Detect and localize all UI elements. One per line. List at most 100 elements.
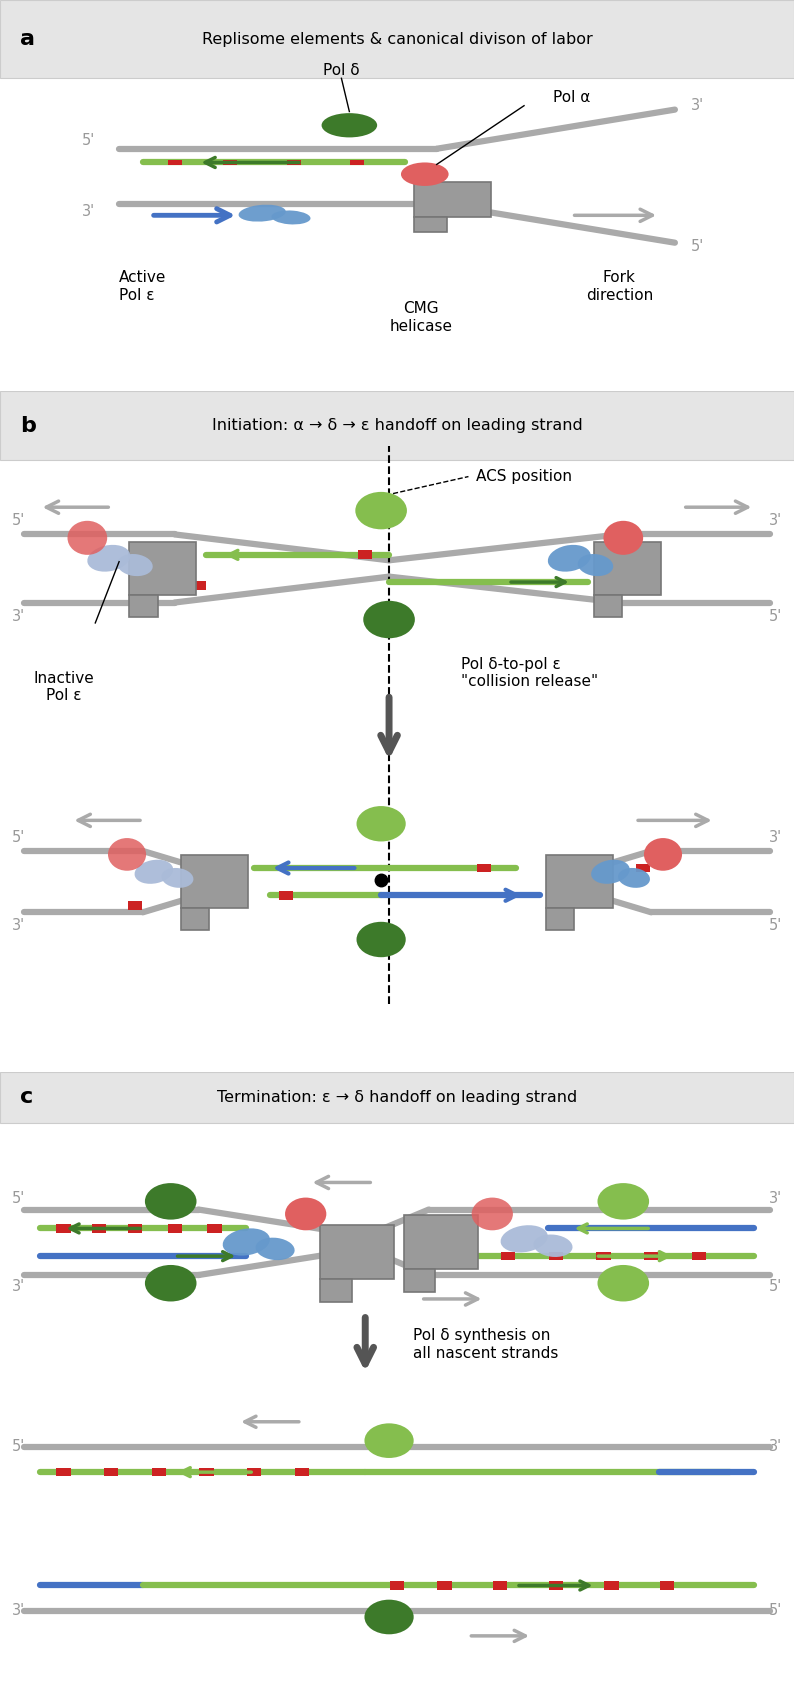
FancyBboxPatch shape	[403, 1270, 435, 1292]
FancyBboxPatch shape	[56, 1469, 71, 1476]
Text: 5': 5'	[12, 1440, 25, 1455]
Ellipse shape	[597, 1265, 649, 1302]
FancyBboxPatch shape	[414, 218, 447, 231]
Ellipse shape	[238, 204, 286, 221]
FancyBboxPatch shape	[594, 541, 661, 596]
Text: ACS position: ACS position	[476, 470, 572, 483]
Text: b: b	[20, 415, 36, 436]
FancyBboxPatch shape	[403, 1215, 478, 1270]
Text: Termination: ε → δ handoff on leading strand: Termination: ε → δ handoff on leading st…	[217, 1089, 577, 1105]
Text: 3': 3'	[769, 831, 782, 844]
FancyBboxPatch shape	[546, 909, 574, 931]
Ellipse shape	[401, 162, 449, 186]
Ellipse shape	[108, 837, 146, 871]
FancyBboxPatch shape	[152, 1469, 166, 1476]
FancyBboxPatch shape	[644, 1253, 658, 1259]
FancyBboxPatch shape	[168, 1224, 182, 1232]
Ellipse shape	[118, 555, 152, 575]
FancyBboxPatch shape	[128, 1224, 142, 1232]
Text: 5': 5'	[12, 1191, 25, 1205]
Text: 5': 5'	[82, 133, 95, 148]
Ellipse shape	[356, 492, 407, 529]
Text: Fork
direction: Fork direction	[586, 271, 653, 303]
Ellipse shape	[272, 211, 310, 225]
FancyBboxPatch shape	[604, 1581, 619, 1590]
FancyBboxPatch shape	[501, 1253, 515, 1259]
Ellipse shape	[134, 860, 173, 883]
Text: 3': 3'	[12, 609, 25, 623]
FancyBboxPatch shape	[279, 890, 293, 900]
Text: a: a	[20, 29, 35, 49]
Ellipse shape	[500, 1225, 548, 1253]
FancyBboxPatch shape	[0, 0, 794, 78]
Text: 5': 5'	[769, 609, 782, 623]
FancyBboxPatch shape	[207, 1224, 222, 1232]
FancyBboxPatch shape	[223, 160, 237, 165]
Ellipse shape	[578, 555, 613, 575]
Ellipse shape	[161, 868, 194, 888]
Ellipse shape	[364, 601, 415, 638]
Text: Pol δ synthesis on
all nascent strands: Pol δ synthesis on all nascent strands	[413, 1328, 558, 1360]
Text: 3': 3'	[82, 204, 95, 220]
Ellipse shape	[145, 1183, 197, 1220]
Ellipse shape	[603, 521, 643, 555]
FancyBboxPatch shape	[129, 596, 157, 618]
Ellipse shape	[618, 868, 650, 888]
Text: 3': 3'	[769, 1191, 782, 1205]
Text: Active
Pol ε: Active Pol ε	[119, 271, 167, 303]
Text: 3': 3'	[12, 1603, 25, 1619]
Ellipse shape	[285, 1198, 326, 1231]
Text: 3': 3'	[769, 514, 782, 528]
FancyBboxPatch shape	[437, 1581, 452, 1590]
FancyBboxPatch shape	[104, 1469, 118, 1476]
Ellipse shape	[357, 922, 406, 957]
FancyBboxPatch shape	[247, 1469, 261, 1476]
FancyBboxPatch shape	[636, 863, 650, 873]
Ellipse shape	[591, 860, 630, 883]
FancyBboxPatch shape	[692, 1253, 706, 1259]
Text: Pol δ: Pol δ	[323, 63, 360, 78]
Ellipse shape	[472, 1198, 513, 1231]
Text: 5': 5'	[769, 919, 782, 933]
Text: Inactive
Pol ε: Inactive Pol ε	[33, 671, 94, 703]
FancyBboxPatch shape	[546, 854, 613, 909]
FancyBboxPatch shape	[320, 1224, 395, 1278]
Text: Initiation: α → δ → ε handoff on leading strand: Initiation: α → δ → ε handoff on leading…	[212, 419, 582, 432]
FancyBboxPatch shape	[129, 541, 196, 596]
Ellipse shape	[644, 837, 682, 871]
Text: Pol α: Pol α	[553, 90, 591, 106]
FancyBboxPatch shape	[56, 1224, 71, 1232]
FancyBboxPatch shape	[549, 1581, 563, 1590]
FancyBboxPatch shape	[594, 596, 622, 618]
FancyBboxPatch shape	[168, 160, 182, 165]
Ellipse shape	[222, 1229, 270, 1256]
FancyBboxPatch shape	[295, 1469, 309, 1476]
Text: c: c	[20, 1088, 33, 1108]
FancyBboxPatch shape	[181, 909, 210, 931]
Text: 3': 3'	[769, 1440, 782, 1455]
Text: 5': 5'	[769, 1603, 782, 1619]
FancyBboxPatch shape	[92, 1224, 106, 1232]
FancyBboxPatch shape	[191, 580, 206, 591]
Ellipse shape	[67, 521, 107, 555]
Text: 3': 3'	[12, 919, 25, 933]
Ellipse shape	[145, 1265, 197, 1302]
Text: 5': 5'	[12, 831, 25, 844]
Ellipse shape	[256, 1237, 295, 1259]
FancyBboxPatch shape	[390, 1581, 404, 1590]
FancyBboxPatch shape	[477, 863, 491, 873]
FancyBboxPatch shape	[493, 1581, 507, 1590]
FancyBboxPatch shape	[358, 550, 372, 560]
Ellipse shape	[364, 1423, 414, 1459]
FancyBboxPatch shape	[0, 1072, 794, 1123]
FancyBboxPatch shape	[596, 1253, 611, 1259]
FancyBboxPatch shape	[128, 900, 142, 911]
Text: 5': 5'	[12, 514, 25, 528]
FancyBboxPatch shape	[549, 1253, 563, 1259]
Ellipse shape	[534, 1234, 572, 1258]
Ellipse shape	[322, 112, 377, 138]
FancyBboxPatch shape	[199, 1469, 214, 1476]
Ellipse shape	[357, 807, 406, 841]
Text: 5': 5'	[769, 1278, 782, 1294]
Text: Replisome elements & canonical divison of labor: Replisome elements & canonical divison o…	[202, 32, 592, 46]
